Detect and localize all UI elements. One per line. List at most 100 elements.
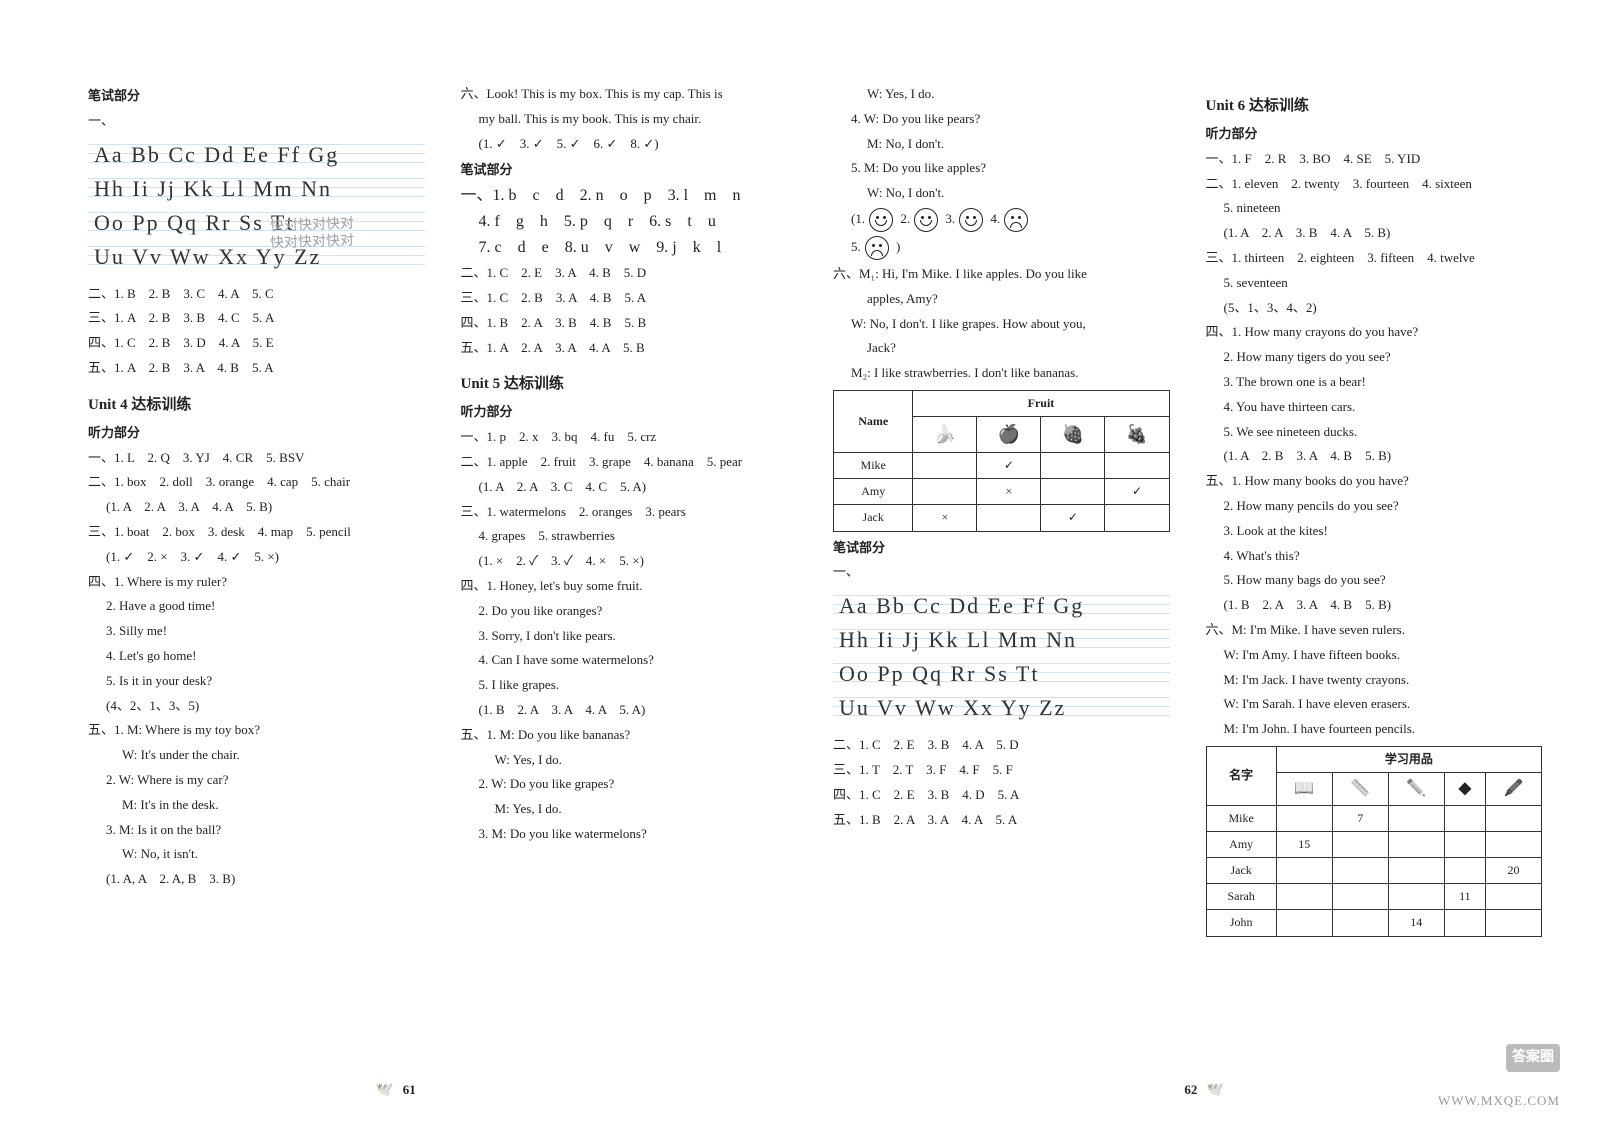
answer-line: W: No, I don't. I like grapes. How about… — [833, 314, 1170, 335]
answer-line: 四、1. B 2. A 3. B 4. B 5. B — [461, 313, 798, 334]
cell — [1444, 831, 1485, 857]
answer-line: 3. Look at the kites! — [1206, 521, 1543, 542]
answer-line: W: I'm Amy. I have fifteen books. — [1206, 645, 1543, 666]
answer-line: 三、1. thirteen 2. eighteen 3. fifteen 4. … — [1206, 248, 1543, 269]
table-row: Jack × ✓ — [834, 505, 1170, 531]
column-1: 笔试部分 一、 Aa Bb Cc Dd Ee Ff Gg Hh Ii Jj Kk… — [70, 80, 443, 1072]
cell — [1444, 858, 1485, 884]
answer-line: W: It's under the chair. — [88, 745, 425, 766]
cell: 11 — [1444, 884, 1485, 910]
answer-line: 五、1. A 2. A 3. A 4. A 5. B — [461, 338, 798, 359]
cell — [1332, 831, 1388, 857]
answer-line: M₂: I like strawberries. I don't like ba… — [833, 363, 1170, 384]
answer-line: 三、1. A 2. B 3. B 4. C 5. A — [88, 308, 425, 329]
cell: × — [913, 505, 977, 531]
answer-line: 三、1. C 2. B 3. A 4. B 5. A — [461, 288, 798, 309]
answer-line: M: I'm Jack. I have twenty crayons. — [1206, 670, 1543, 691]
column-2: 六、Look! This is my box. This is my cap. … — [443, 80, 816, 1072]
cell — [1276, 858, 1332, 884]
cell — [913, 479, 977, 505]
strawberry-icon: 🍓 — [1041, 417, 1105, 453]
cell: Jack — [1206, 858, 1276, 884]
answer-line: W: No, I don't. — [833, 183, 1170, 204]
written-part-heading: 笔试部分 — [88, 86, 425, 107]
cell: ✓ — [1041, 505, 1105, 531]
supply-table: 名字 学习用品 📖 📏 ✏️ ◆ 🖍️ Mike 7 Amy 15 — [1206, 746, 1543, 937]
smile-icon — [959, 208, 983, 232]
answer-line: 4. Can I have some watermelons? — [461, 650, 798, 671]
cell — [1276, 805, 1332, 831]
answer-line: 六、M₁: Hi, I'm Mike. I like apples. Do yo… — [833, 264, 1170, 285]
answer-line: 2. Have a good time! — [88, 596, 425, 617]
answer-line: 3. Silly me! — [88, 621, 425, 642]
cell — [1332, 858, 1388, 884]
cell — [1388, 858, 1444, 884]
hw-line: Uu Vv Ww Xx Yy Zz — [94, 240, 419, 274]
cell — [1276, 910, 1332, 936]
column-4: Unit 6 达标训练 听力部分 一、1. F 2. R 3. BO 4. SE… — [1188, 80, 1561, 1072]
cell — [1332, 910, 1388, 936]
answer-line: 五、1. M: Where is my toy box? — [88, 720, 425, 741]
cell — [1388, 805, 1444, 831]
cell — [977, 505, 1041, 531]
written-part-heading: 笔试部分 — [461, 160, 798, 181]
hw-line: Oo Pp Qq Rr Ss Tt — [839, 657, 1164, 691]
answer-line: 二、1. C 2. E 3. B 4. A 5. D — [833, 735, 1170, 756]
answer-line: 3. M: Do you like watermelons? — [461, 824, 798, 845]
fruit-table: Name Fruit 🍌 🍎 🍓 🍇 Mike ✓ Amy × — [833, 390, 1170, 532]
answer-sub: (1. A 2. B 3. A 4. B 5. B) — [1206, 446, 1543, 467]
cell: 14 — [1388, 910, 1444, 936]
answer-line: 四、1. Where is my ruler? — [88, 572, 425, 593]
answer-line: 二、1. B 2. B 3. C 4. A 5. C — [88, 284, 425, 305]
answer-line: my ball. This is my book. This is my cha… — [461, 109, 798, 130]
answer-line: 四、1. C 2. E 3. B 4. D 5. A — [833, 785, 1170, 806]
table-header-name: Name — [834, 390, 913, 452]
answer-line: 4. grapes 5. strawberries — [461, 526, 798, 547]
answer-line: 5. We see nineteen ducks. — [1206, 422, 1543, 443]
cell: John — [1206, 910, 1276, 936]
eraser-icon: ◆ — [1444, 773, 1485, 806]
answer-line: 六、Look! This is my box. This is my cap. … — [461, 84, 798, 105]
cell — [1276, 884, 1332, 910]
answer-line: 三、1. T 2. T 3. F 4. F 5. F — [833, 760, 1170, 781]
table-header-row: 名字 学习用品 — [1206, 746, 1542, 772]
answer-line: 2. How many tigers do you see? — [1206, 347, 1543, 368]
answer-line: Jack? — [833, 338, 1170, 359]
answer-line: 4. What's this? — [1206, 546, 1543, 567]
cell — [1485, 910, 1541, 936]
answer-line: 一、1. L 2. Q 3. YJ 4. CR 5. BSV — [88, 448, 425, 469]
hw-line: Oo Pp Qq Rr Ss Tt — [94, 206, 419, 240]
row-label: 一、 — [88, 111, 425, 132]
answer-line: 2. W: Do you like grapes? — [461, 774, 798, 795]
answer-sub: (4、2、1、3、5) — [88, 696, 425, 717]
cell: Amy — [834, 479, 913, 505]
cell — [1388, 831, 1444, 857]
answer-line: 一、1. p 2. x 3. bq 4. fu 5. crz — [461, 427, 798, 448]
answer-line: 五、1. How many books do you have? — [1206, 471, 1543, 492]
written-part-heading: 笔试部分 — [833, 538, 1170, 559]
table-header-name: 名字 — [1206, 746, 1276, 805]
answer-line: 3. M: Is it on the ball? — [88, 820, 425, 841]
answer-line: 5. seventeen — [1206, 273, 1543, 294]
answer-line: M: I'm John. I have fourteen pencils. — [1206, 719, 1543, 740]
cell — [1444, 910, 1485, 936]
page-spread: 笔试部分 一、 Aa Bb Cc Dd Ee Ff Gg Hh Ii Jj Kk… — [0, 0, 1600, 1132]
faces-num: 4. — [990, 211, 1000, 226]
hw-line: Aa Bb Cc Dd Ee Ff Gg — [94, 138, 419, 172]
table-header-items: 学习用品 — [1276, 746, 1541, 772]
cell — [1485, 831, 1541, 857]
answer-line: 四、1. C 2. B 3. D 4. A 5. E — [88, 333, 425, 354]
cell — [1041, 479, 1105, 505]
answer-line: 三、1. boat 2. box 3. desk 4. map 5. penci… — [88, 522, 425, 543]
answer-line: 3. Sorry, I don't like pears. — [461, 626, 798, 647]
faces-num: (1. — [851, 211, 865, 226]
answer-line: 二、1. C 2. E 3. A 4. B 5. D — [461, 263, 798, 284]
cell: Mike — [1206, 805, 1276, 831]
cell — [1485, 884, 1541, 910]
watermark-badge: 答案圈 — [1506, 1044, 1560, 1072]
unit6-title: Unit 6 达标训练 — [1206, 94, 1543, 118]
answer-line: M: No, I don't. — [833, 134, 1170, 155]
answer-line: W: I'm Sarah. I have eleven erasers. — [1206, 694, 1543, 715]
answer-sub: (1. A, A 2. A, B 3. B) — [88, 869, 425, 890]
letter-line: 一、1. b c d 2. n o p 3. l m n — [461, 185, 798, 207]
